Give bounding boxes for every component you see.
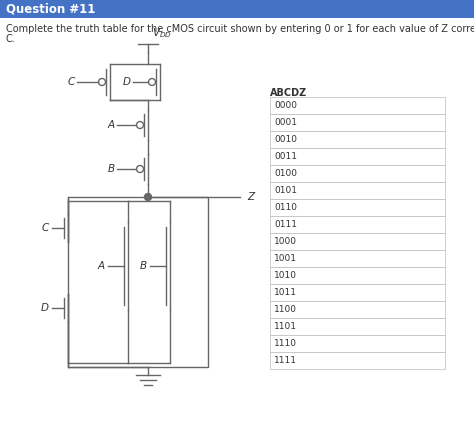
Text: 1111: 1111	[274, 356, 297, 365]
Text: 1110: 1110	[274, 339, 297, 348]
Bar	[0, 0, 474, 18]
Text: D: D	[123, 77, 131, 87]
Text: A: A	[98, 261, 105, 271]
Text: 1001: 1001	[274, 254, 297, 263]
Bar	[270, 318, 445, 335]
Text: Question #11: Question #11	[6, 3, 95, 16]
Bar	[270, 284, 445, 301]
Text: D: D	[41, 303, 49, 313]
Bar	[270, 165, 445, 182]
Text: B: B	[139, 261, 146, 271]
Text: 1011: 1011	[274, 288, 297, 297]
Bar	[270, 301, 445, 318]
Text: 0000: 0000	[274, 101, 297, 110]
Bar	[68, 197, 208, 367]
Circle shape	[145, 194, 152, 200]
Bar	[270, 97, 445, 114]
Bar	[270, 267, 445, 284]
Text: Complete the truth table for the cMOS circuit shown by entering 0 or 1 for each : Complete the truth table for the cMOS ci…	[6, 24, 474, 34]
Text: 0001: 0001	[274, 118, 297, 127]
Text: 0101: 0101	[274, 186, 297, 195]
Text: ABCDZ: ABCDZ	[270, 88, 307, 98]
Text: C: C	[41, 223, 49, 233]
Bar	[270, 131, 445, 148]
Text: B: B	[108, 164, 115, 174]
Text: 0010: 0010	[274, 135, 297, 144]
Bar	[270, 148, 445, 165]
Bar	[270, 114, 445, 131]
Text: C.: C.	[6, 34, 16, 44]
Text: 1010: 1010	[274, 271, 297, 280]
Text: $V_{DD}$: $V_{DD}$	[152, 26, 172, 40]
Bar	[270, 216, 445, 233]
Bar	[270, 233, 445, 250]
Bar	[270, 352, 445, 369]
Text: 1000: 1000	[274, 237, 297, 246]
Text: A: A	[108, 120, 115, 130]
Text: 0011: 0011	[274, 152, 297, 161]
Text: 0110: 0110	[274, 203, 297, 212]
Text: 1101: 1101	[274, 322, 297, 331]
Text: C: C	[67, 77, 74, 87]
Text: Z: Z	[247, 192, 254, 202]
Bar	[270, 335, 445, 352]
Bar	[270, 199, 445, 216]
Text: 0100: 0100	[274, 169, 297, 178]
Bar	[270, 182, 445, 199]
Text: 1100: 1100	[274, 305, 297, 314]
Text: 0111: 0111	[274, 220, 297, 229]
Bar	[270, 250, 445, 267]
